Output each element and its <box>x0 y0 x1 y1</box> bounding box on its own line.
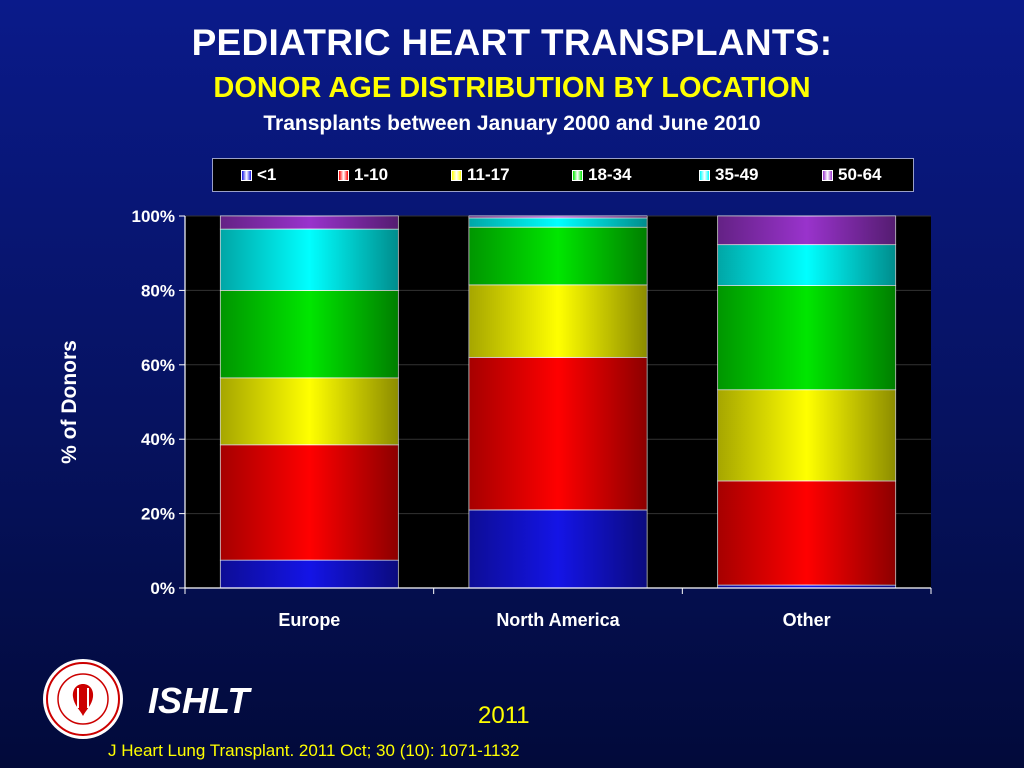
legend-label: <1 <box>257 165 277 184</box>
bar-shading <box>220 444 399 561</box>
bar-shading <box>717 285 896 390</box>
bar-shading <box>717 585 896 588</box>
bar-shading <box>717 389 896 481</box>
ishlt-logo-icon <box>43 659 123 739</box>
stacked-bar-chart: Europe North America Other 0% 20% 40% 60% 80% 10… <box>58 207 931 630</box>
year-label: 2011 <box>478 702 530 729</box>
bar-shading <box>717 244 896 286</box>
bar-shading <box>469 216 647 218</box>
legend-label: 50-64 <box>838 165 882 184</box>
legend-label: 18-34 <box>588 165 632 184</box>
bar-shading <box>220 377 399 445</box>
y-tick-label: 80% <box>141 281 175 300</box>
legend-label: 35-49 <box>715 165 759 184</box>
bar-shading <box>469 509 647 588</box>
y-tick-label: 100% <box>132 207 175 226</box>
bar-shading <box>717 216 896 245</box>
legend-swatch <box>451 170 462 181</box>
legend-swatch <box>241 170 252 181</box>
y-axis-title: % of Donors <box>58 340 81 464</box>
legend-swatch <box>822 170 833 181</box>
bar-shading <box>469 217 647 228</box>
x-tick-label: Europe <box>278 610 340 630</box>
chart-legend: <1 1-10 11-17 18-34 35-49 50-64 <box>212 158 914 192</box>
y-tick-label: 60% <box>141 356 175 375</box>
bar-shading <box>220 560 399 588</box>
legend-swatch <box>572 170 583 181</box>
legend-label: 11-17 <box>467 165 510 184</box>
bar-shading <box>220 216 399 230</box>
bar-shading <box>469 357 647 510</box>
bar-shading <box>220 290 399 378</box>
y-tick-label: 0% <box>150 579 175 598</box>
legend-swatch <box>338 170 349 181</box>
bar-shading <box>469 227 647 285</box>
x-tick-label: Other <box>783 610 831 630</box>
page-caption: Transplants between January 2000 and Jun… <box>263 112 761 135</box>
bar-shading <box>469 284 647 358</box>
x-tick-label: North America <box>496 610 620 630</box>
org-name: ISHLT <box>148 680 250 721</box>
y-tick-label: 20% <box>141 505 175 524</box>
citation: J Heart Lung Transplant. 2011 Oct; 30 (1… <box>108 741 520 760</box>
legend-label: 1-10 <box>354 165 389 184</box>
page-subtitle: DONOR AGE DISTRIBUTION BY LOCATION <box>213 72 811 104</box>
page-title: PEDIATRIC HEART TRANSPLANTS: <box>191 22 833 63</box>
y-tick-label: 40% <box>141 430 175 449</box>
bar-shading <box>717 480 896 586</box>
legend-swatch <box>699 170 710 181</box>
bar-shading <box>220 229 399 291</box>
